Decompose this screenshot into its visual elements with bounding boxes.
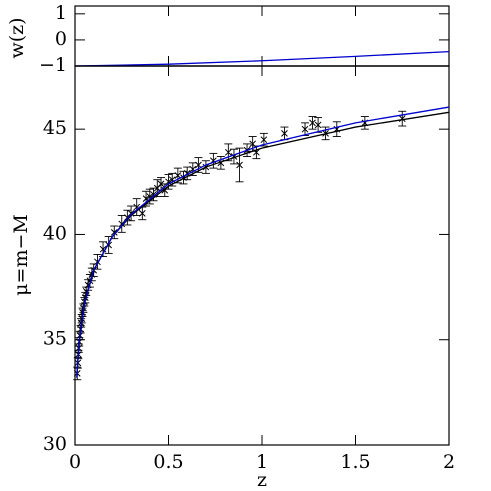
y-tick-label: 0 (55, 28, 67, 50)
point (301, 125, 309, 133)
y-tick-label: −1 (39, 54, 67, 76)
x-tick-label: 1 (256, 451, 268, 473)
x-axis-label: z (257, 469, 267, 491)
y-tick-label: 45 (43, 117, 67, 139)
point (110, 228, 118, 236)
point (118, 220, 126, 228)
x-tick-label: 0.5 (153, 451, 183, 473)
line (76, 111, 450, 378)
y-axis-label: μ=m−M (10, 214, 32, 296)
x-tick-label: 1.5 (340, 451, 370, 473)
y-tick-label: 35 (43, 328, 67, 350)
point (314, 121, 322, 129)
plot-frame (74, 65, 450, 446)
point (281, 130, 288, 137)
point (195, 161, 202, 169)
point (99, 245, 107, 253)
y-axis-label: w(z) (6, 17, 28, 58)
point (224, 148, 232, 156)
point (260, 136, 268, 144)
point (138, 210, 146, 217)
x-tick-label: 0 (69, 451, 81, 473)
line (76, 106, 450, 378)
y-tick-label: 40 (43, 222, 67, 244)
line (74, 51, 450, 67)
x-tick-label: 2 (443, 451, 455, 473)
y-tick-label: 1 (55, 2, 67, 24)
point (165, 178, 172, 186)
point (309, 119, 316, 127)
point (236, 161, 243, 169)
y-tick-label: 30 (43, 433, 67, 455)
